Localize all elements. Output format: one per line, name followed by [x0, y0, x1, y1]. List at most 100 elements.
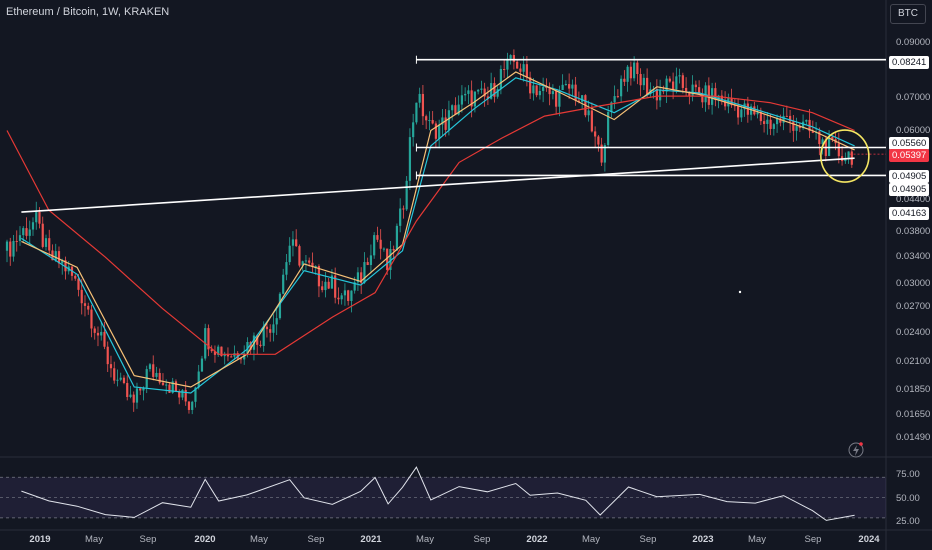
candle-body: [473, 91, 477, 107]
candle-body: [288, 245, 291, 263]
time-tick: 2020: [194, 534, 216, 545]
candle-body: [581, 95, 584, 102]
candle-body: [402, 208, 405, 210]
candle-body: [184, 389, 187, 402]
candle-body: [57, 251, 61, 264]
candle-body: [126, 383, 129, 397]
candle-body: [831, 136, 834, 140]
rsi-tick: 50.00: [896, 493, 920, 504]
candle-body: [350, 290, 353, 301]
candle-body: [590, 110, 593, 132]
candle-body: [545, 87, 548, 89]
lightning-icon[interactable]: [848, 442, 864, 458]
candle-body: [109, 364, 113, 369]
candle-body: [555, 91, 558, 107]
candle-body: [93, 328, 96, 333]
candle-body: [623, 78, 626, 82]
price-tick: 0.06000: [896, 125, 931, 136]
candle-body: [363, 262, 366, 283]
candle-body: [457, 104, 460, 115]
candle-body: [512, 55, 515, 62]
candle-body: [525, 64, 528, 78]
candle-body: [353, 282, 356, 291]
candle-body: [256, 335, 259, 345]
currency-button[interactable]: BTC: [890, 4, 926, 24]
candle-body: [272, 324, 275, 333]
candle-body: [386, 248, 389, 270]
candle-body: [701, 93, 704, 103]
candle-body: [41, 223, 44, 247]
candle-body: [779, 118, 782, 123]
candle-body: [392, 248, 395, 251]
time-tick: May: [250, 534, 268, 545]
candle-body: [642, 77, 645, 86]
candle-body: [311, 262, 314, 267]
price-label-level-high: 0.08241: [889, 56, 930, 69]
candle-body: [603, 145, 606, 163]
candle-body: [798, 126, 801, 129]
candle-body: [181, 389, 184, 398]
candle-body: [519, 68, 522, 72]
candle-body: [827, 136, 831, 156]
candle-body: [54, 251, 57, 261]
candle-body: [668, 78, 671, 82]
candle-body: [431, 120, 434, 124]
symbol-title: Ethereum / Bitcoin, 1W, KRAKEN: [6, 6, 170, 18]
candle-body: [597, 136, 600, 145]
candle-body: [558, 90, 561, 107]
candle-body: [542, 87, 545, 91]
candle-body: [681, 75, 684, 88]
candle-body: [698, 87, 701, 94]
time-tick: Sep: [804, 534, 822, 545]
candle-body: [460, 95, 464, 105]
price-tick: 0.03000: [896, 278, 931, 289]
candle-body: [77, 278, 80, 290]
candle-body: [646, 77, 649, 95]
candle-body: [135, 388, 139, 403]
candle-body: [376, 235, 379, 240]
candle-body: [441, 117, 444, 125]
candle-body: [347, 290, 350, 301]
rsi-tick: 25.00: [896, 516, 920, 527]
time-tick: Sep: [473, 534, 491, 545]
candle-body: [607, 112, 610, 146]
candle-body: [249, 341, 252, 350]
candle-body: [574, 84, 577, 101]
candle-body: [428, 120, 431, 122]
candle-body: [210, 349, 213, 352]
candle-body: [382, 248, 386, 250]
candle-body: [594, 131, 597, 137]
price-label-trendline-start: 0.04163: [889, 207, 930, 220]
candle-body: [152, 364, 155, 377]
price-tick: 0.03800: [896, 226, 931, 237]
price-tick: 0.02100: [896, 356, 931, 367]
candle-body: [564, 84, 567, 86]
candle-body: [340, 295, 343, 300]
price-label-level-mid: 0.05560: [889, 137, 930, 150]
candle-body: [61, 260, 64, 264]
lightning-icon-bolt: [853, 445, 859, 456]
candle-body: [616, 96, 619, 98]
time-tick: May: [582, 534, 600, 545]
candle-body: [308, 260, 311, 263]
candle-body: [103, 331, 106, 347]
price-tick: 0.03400: [896, 251, 931, 262]
candle-body: [795, 126, 798, 131]
candle-body: [438, 124, 441, 139]
candle-body: [278, 293, 282, 319]
candle-body: [9, 241, 12, 257]
candle-body: [174, 381, 178, 392]
price-label-trendline: 0.04905: [889, 183, 930, 196]
candle-body: [25, 228, 28, 236]
candle-body: [330, 275, 334, 289]
candle-body: [447, 110, 451, 130]
candle-body: [785, 115, 788, 117]
candle-body: [724, 100, 727, 107]
candle-body: [96, 332, 100, 336]
candle-body: [187, 401, 191, 410]
candle-body: [759, 112, 762, 122]
candle-body: [129, 394, 132, 397]
candle-body: [788, 115, 792, 122]
candle-body: [314, 266, 317, 268]
